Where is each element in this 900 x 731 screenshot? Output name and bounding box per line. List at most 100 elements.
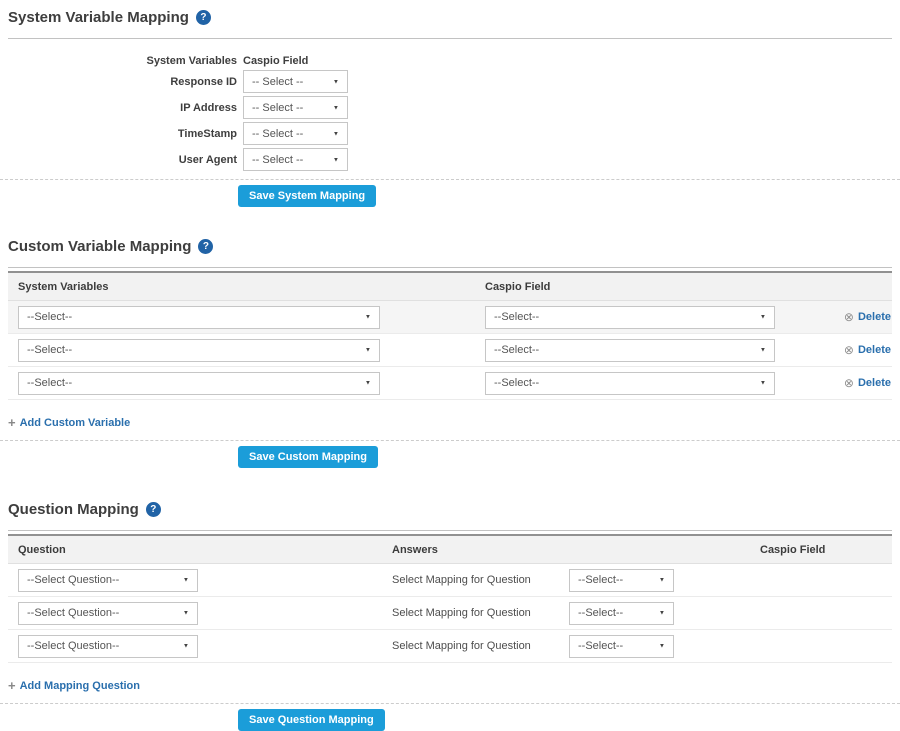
answer-mapping-select-control[interactable]: --Select--: [569, 568, 674, 592]
custom-variable-select-control[interactable]: --Select--: [18, 305, 380, 329]
delete-link-label: Delete: [857, 376, 891, 389]
custom-variable-select-control[interactable]: --Select--: [18, 338, 380, 362]
section-divider: [8, 267, 892, 268]
plus-icon: +: [8, 415, 16, 430]
answer-mapping-select-control[interactable]: --Select--: [569, 601, 674, 625]
ip-address-select: -- Select --: [243, 96, 348, 119]
row-label: IP Address: [180, 101, 237, 114]
delete-circle-icon: ⊗: [843, 342, 854, 357]
system-row-ip-address: IP Address -- Select --: [8, 96, 892, 119]
answer-mapping-select-control[interactable]: --Select--: [569, 634, 674, 658]
add-custom-variable-row: + Add Custom Variable: [8, 414, 892, 432]
caspio-field-select-control[interactable]: --Select--: [485, 305, 775, 329]
delete-circle-icon: ⊗: [843, 309, 854, 324]
dashed-divider: [0, 703, 900, 704]
add-mapping-question-row: + Add Mapping Question: [8, 677, 892, 695]
question-select-control[interactable]: --Select Question--: [18, 601, 198, 625]
system-row-response-id: Response ID -- Select --: [8, 70, 892, 93]
caspio-field-column-header: Caspio Field: [485, 280, 551, 293]
system-variables-column-header: System Variables: [18, 280, 109, 293]
question-select-control[interactable]: --Select Question--: [18, 634, 198, 658]
caspio-field-column-header: Caspio Field: [760, 543, 826, 556]
delete-circle-icon: ⊗: [843, 375, 854, 390]
custom-variable-select: --Select--: [18, 305, 380, 329]
plus-icon: +: [8, 678, 16, 693]
answers-column-header: Answers: [392, 543, 438, 556]
section-divider: [8, 530, 892, 531]
custom-variable-select: --Select--: [18, 371, 380, 395]
caspio-field-column-header: Caspio Field: [243, 55, 309, 67]
caspio-field-select: --Select--: [485, 338, 775, 362]
timestamp-select-control[interactable]: -- Select --: [243, 122, 348, 145]
caspio-field-select-control[interactable]: --Select--: [485, 371, 775, 395]
row-label: User Agent: [178, 153, 237, 166]
dashed-divider: [0, 179, 900, 180]
save-system-mapping-button[interactable]: Save System Mapping: [238, 185, 377, 207]
add-mapping-question-label: Add Mapping Question: [19, 679, 140, 692]
caspio-field-select: --Select--: [485, 305, 775, 329]
timestamp-select: -- Select --: [243, 122, 348, 145]
custom-mapping-table: System Variables Caspio Field --Select--: [8, 271, 892, 400]
caspio-field-select: --Select--: [485, 371, 775, 395]
help-icon[interactable]: ?: [145, 502, 161, 517]
custom-section-title-text: Custom Variable Mapping: [8, 238, 192, 255]
custom-variable-select: --Select--: [18, 338, 380, 362]
system-variables-column-header: System Variables: [146, 55, 237, 67]
help-icon[interactable]: ?: [198, 239, 214, 254]
row-label: TimeStamp: [177, 127, 237, 140]
custom-variable-select-control[interactable]: --Select--: [18, 371, 380, 395]
question-table-row: --Select Question-- Select Mapping for Q…: [8, 597, 892, 630]
delete-link-label: Delete: [857, 343, 891, 356]
question-table-row: --Select Question-- Select Mapping for Q…: [8, 630, 892, 663]
question-select-control[interactable]: --Select Question--: [18, 568, 198, 592]
question-section-title: Question Mapping ?: [8, 500, 892, 519]
question-mapping-table: Question Answers Caspio Field --Select Q…: [8, 534, 892, 663]
custom-variable-mapping-section: Custom Variable Mapping ? System Variabl…: [0, 237, 900, 468]
delete-row-link[interactable]: ⊗ Delete: [844, 311, 891, 323]
user-agent-select-control[interactable]: -- Select --: [243, 148, 348, 171]
row-label: Response ID: [170, 75, 237, 88]
help-icon[interactable]: ?: [195, 10, 211, 25]
add-custom-variable-link[interactable]: + Add Custom Variable: [8, 416, 130, 429]
system-row-user-agent: User Agent -- Select --: [8, 148, 892, 171]
user-agent-select: -- Select --: [243, 148, 348, 171]
delete-link-label: Delete: [857, 310, 891, 323]
question-table-row: --Select Question-- Select Mapping for Q…: [8, 564, 892, 597]
system-section-title-text: System Variable Mapping: [8, 9, 189, 26]
system-section-title: System Variable Mapping ?: [8, 8, 892, 27]
dashed-divider: [0, 440, 900, 441]
question-mapping-section: Question Mapping ? Question Answers Casp…: [0, 500, 900, 731]
add-custom-variable-label: Add Custom Variable: [19, 416, 131, 429]
select-mapping-text: Select Mapping for Question: [392, 574, 531, 586]
custom-table-row: --Select-- --Select-- ⊗ Delete: [8, 367, 892, 400]
caspio-field-select-control[interactable]: --Select--: [485, 338, 775, 362]
save-custom-mapping-button[interactable]: Save Custom Mapping: [238, 446, 378, 468]
custom-table-header: System Variables Caspio Field: [8, 273, 892, 301]
add-mapping-question-link[interactable]: + Add Mapping Question: [8, 679, 140, 692]
answer-mapping-select: --Select--: [569, 601, 674, 625]
answer-mapping-select: --Select--: [569, 568, 674, 592]
select-mapping-text: Select Mapping for Question: [392, 607, 531, 619]
section-divider: [8, 38, 892, 39]
system-variable-mapping-section: System Variable Mapping ? System Variabl…: [0, 0, 900, 207]
custom-table-row: --Select-- --Select-- ⊗ Delete: [8, 301, 892, 334]
question-select: --Select Question--: [18, 568, 198, 592]
answer-mapping-select: --Select--: [569, 634, 674, 658]
system-row-timestamp: TimeStamp -- Select --: [8, 122, 892, 145]
question-table-header: Question Answers Caspio Field: [8, 536, 892, 564]
delete-row-link[interactable]: ⊗ Delete: [844, 344, 891, 356]
select-mapping-text: Select Mapping for Question: [392, 640, 531, 652]
question-select: --Select Question--: [18, 601, 198, 625]
response-id-select: -- Select --: [243, 70, 348, 93]
question-select: --Select Question--: [18, 634, 198, 658]
custom-table-row: --Select-- --Select-- ⊗ Delete: [8, 334, 892, 367]
save-question-mapping-button[interactable]: Save Question Mapping: [238, 709, 385, 731]
response-id-select-control[interactable]: -- Select --: [243, 70, 348, 93]
ip-address-select-control[interactable]: -- Select --: [243, 96, 348, 119]
question-column-header: Question: [18, 543, 66, 556]
custom-section-title: Custom Variable Mapping ?: [8, 237, 892, 256]
system-table-header: System Variables Caspio Field: [8, 55, 892, 67]
delete-row-link[interactable]: ⊗ Delete: [844, 377, 891, 389]
question-section-title-text: Question Mapping: [8, 501, 139, 518]
